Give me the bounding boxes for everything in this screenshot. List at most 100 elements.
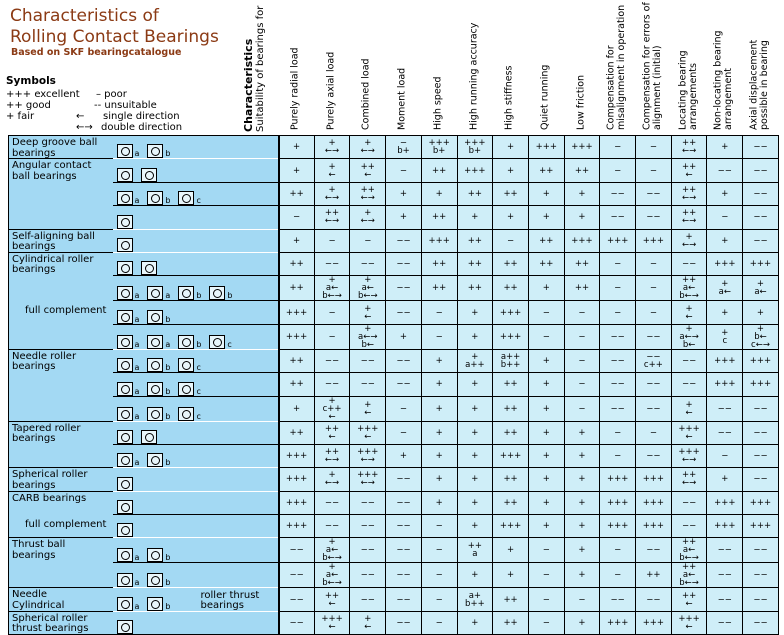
rating-cell: − — [635, 300, 672, 325]
rating-cell: + — [706, 228, 744, 253]
rating-cell: + a← b←→ — [349, 275, 387, 302]
rating-cell: −− — [742, 228, 779, 253]
rating-cell: + ←→ — [313, 467, 351, 492]
rating-cell: −− — [599, 323, 637, 350]
rating-cell: − — [706, 205, 744, 230]
bearing-icons-cell — [112, 228, 280, 253]
bearing-diagram-icon: b — [147, 453, 171, 468]
bearing-cross-section-icon — [116, 144, 133, 159]
rating-cell: +++ ←→ — [670, 443, 708, 469]
rating-cell: + — [385, 323, 422, 350]
table-row: Angular contact ball bearings + + ← ++ ← − ++… — [8, 158, 779, 183]
rating-cell: +++ — [706, 490, 744, 516]
rating-cell: ++ — [278, 372, 315, 397]
bearing-icons-cell — [112, 251, 280, 277]
variant-letter: b — [165, 601, 171, 611]
variant-letter: a — [134, 339, 140, 349]
rating-cell: −− — [599, 372, 637, 397]
bearing-cross-section-icon — [116, 406, 133, 421]
rating-cell: +++ — [278, 323, 315, 350]
rating-cell: − — [420, 323, 458, 350]
rating-cell: −− — [742, 610, 779, 635]
column-header-label: Low friction — [575, 74, 587, 130]
rating-cell: +++ — [278, 300, 315, 325]
bearing-diagram-icon: b — [147, 573, 170, 588]
rating-cell: + — [527, 348, 565, 374]
bearing-type-cell: Needle Cylindrical — [8, 587, 113, 612]
rating-cell: + — [456, 562, 494, 589]
rating-cell: −− — [385, 467, 422, 492]
double-arrow-icon: ←→ — [76, 122, 93, 133]
rating-cell: + ← — [670, 300, 708, 325]
bearing-type-label: Spherical roller thrust bearings — [12, 612, 89, 635]
rating-cell: −− — [313, 372, 351, 397]
bearing-type-cell — [8, 396, 113, 422]
rating-cell: +++ — [706, 348, 744, 374]
rating-cell: − — [420, 587, 458, 612]
rating-cell: −− — [349, 490, 387, 516]
table-row: Tapered roller bearings ++ ++ ← +++ ← − + + ++ +… — [8, 420, 779, 445]
bearing-diagram-icon: a — [116, 406, 139, 421]
table-row: Thrust ball bearings a b −− + a← b←→ −− −− − ++ … — [8, 537, 779, 564]
rating-cell: ++ ←→ — [313, 443, 351, 469]
rating-cell: +++ ←→ — [349, 443, 387, 469]
rating-cell: +++ — [635, 610, 672, 635]
bearing-cross-section-icon — [116, 573, 133, 588]
rating-cell: +++ — [492, 300, 529, 325]
rating-cell: ++ — [456, 181, 494, 207]
rating-cell: + ←→ — [349, 134, 387, 160]
rating-cell: − — [385, 395, 422, 422]
bearing-cross-section-icon — [116, 167, 133, 182]
rating-cell: ++ a← b←→ — [670, 537, 708, 564]
rating-cell: + — [456, 490, 494, 516]
variant-letter: a — [134, 553, 140, 563]
rating-cell: + — [456, 443, 494, 469]
rating-cell: −− — [385, 610, 422, 635]
legend-poor: – poor — [96, 89, 127, 100]
column-header: High stiffness — [492, 2, 528, 133]
rating-cell: −− — [635, 395, 672, 422]
rating-cell: ++ — [635, 562, 672, 589]
rating-cell: ++ — [456, 251, 494, 277]
rating-cell: + — [456, 395, 494, 422]
variant-letter: b — [165, 458, 171, 468]
bearing-type-cell: Angular contact ball bearings — [8, 158, 113, 183]
rating-cell: + — [563, 562, 601, 589]
variant-letter: c — [196, 411, 201, 421]
rating-cell: ++ ←→ — [670, 134, 708, 160]
rating-cell: +++ — [706, 372, 744, 397]
rating-cell: +++ — [599, 228, 637, 253]
rating-cell: − — [420, 514, 458, 539]
column-header: Compensation for errors of alignment (in… — [635, 2, 671, 133]
column-header-label: Quiet running — [539, 64, 551, 130]
table-row: Cylindrical roller bearings ++ −− −− −− ++ ++ +… — [8, 251, 779, 277]
rating-cell: −− — [599, 348, 637, 374]
bearing-type-cell: Self-aligning ball bearings — [8, 228, 113, 253]
rating-cell: − — [420, 300, 458, 325]
rating-cell: ++ ←→ — [670, 205, 708, 230]
column-header-label: Non-locating bearing arrangement — [712, 30, 735, 130]
rating-cell: +++ ← — [349, 420, 387, 445]
variant-letter: c — [196, 363, 201, 373]
rating-cell: − — [599, 275, 637, 302]
rating-cell: + — [456, 205, 494, 230]
table-row: a b +++ ++ ←→ +++ ←→ + + + +++ + + − −− +++ ←→ − −− — [8, 443, 779, 469]
rating-cell: ++ — [527, 251, 565, 277]
bearing-type-cell: Spherical roller bearings — [8, 467, 113, 492]
rating-cell: ++ ← — [349, 158, 387, 183]
bearing-type-label: Needle Cylindrical — [12, 589, 65, 611]
rating-cell: − — [599, 420, 637, 445]
rating-cell: +++ — [599, 490, 637, 516]
table-row: CARB bearings +++ −− −− −− + + ++ + + +++ +++ −− +++ +… — [8, 490, 779, 516]
variant-letter: b — [165, 553, 171, 563]
rating-cell: + — [706, 300, 744, 325]
rating-cell: +++ — [742, 251, 779, 277]
rating-cell: +++ ← — [313, 610, 351, 635]
rating-cell: ++ ← — [313, 420, 351, 445]
rating-cell: +++ — [635, 514, 672, 539]
bearing-cross-section-icon — [116, 309, 133, 324]
rating-cell: + a←→ b← — [349, 323, 387, 350]
rating-cell: + — [420, 490, 458, 516]
